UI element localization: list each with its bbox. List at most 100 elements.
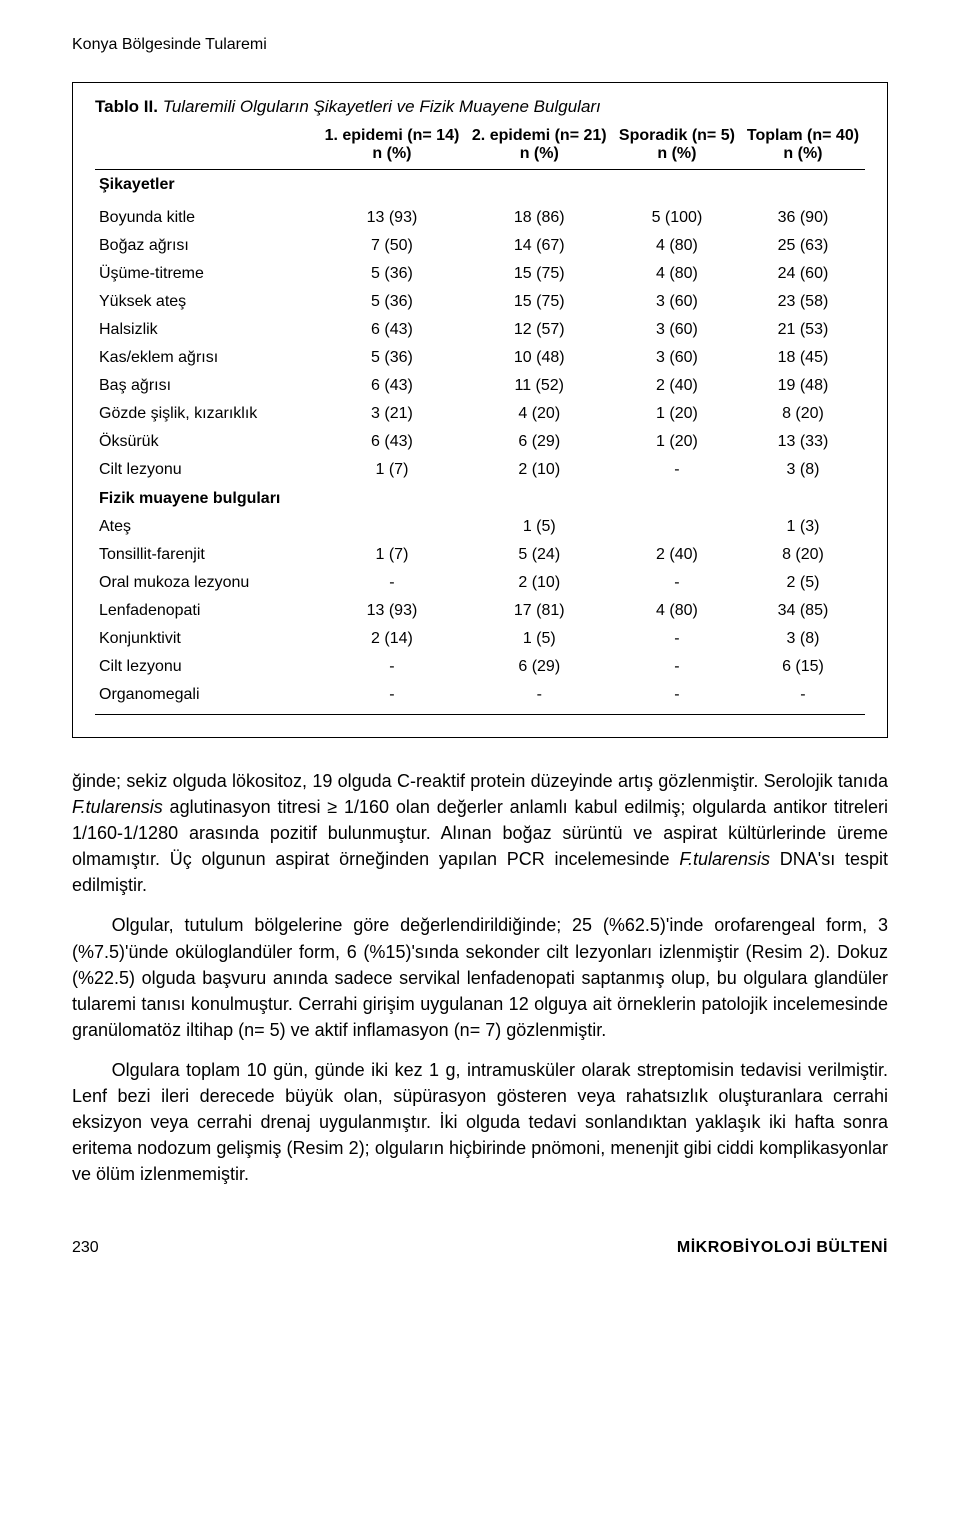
table-title: Tularemili Olguların Şikayetleri ve Fizi… <box>163 97 601 116</box>
col-1-top: 1. epidemi (n= 14) <box>318 127 465 145</box>
cell: 1 (3) <box>741 513 865 541</box>
cell: 8 (20) <box>741 541 865 569</box>
cell: 34 (85) <box>741 597 865 625</box>
cell: 25 (63) <box>741 232 865 260</box>
col-2-bot: n (%) <box>466 145 613 170</box>
cell: 19 (48) <box>741 372 865 400</box>
cell: 2 (10) <box>466 569 613 597</box>
cell: - <box>613 456 741 484</box>
row-label: Cilt lezyonu <box>95 653 318 681</box>
cell: 6 (29) <box>466 428 613 456</box>
table-2-box: Tablo II. Tularemili Olguların Şikayetle… <box>72 82 888 738</box>
p1-a: ğinde; sekiz olguda lökositoz, 19 olguda… <box>72 771 888 791</box>
table-row: Organomegali---- <box>95 681 865 715</box>
cell: 1 (7) <box>318 541 465 569</box>
cell: 2 (14) <box>318 625 465 653</box>
row-label: Halsizlik <box>95 316 318 344</box>
cell: 2 (5) <box>741 569 865 597</box>
table-row: Konjunktivit2 (14)1 (5)-3 (8) <box>95 625 865 653</box>
table-row: Üşüme-titreme5 (36)15 (75)4 (80)24 (60) <box>95 260 865 288</box>
cell: 6 (43) <box>318 428 465 456</box>
cell: 1 (7) <box>318 456 465 484</box>
cell: 1 (5) <box>466 513 613 541</box>
section-label: Şikayetler <box>95 170 865 200</box>
p1-italic-2: F.tularensis <box>679 849 770 869</box>
cell: - <box>318 681 465 715</box>
cell: 1 (20) <box>613 428 741 456</box>
col-label-2 <box>95 145 318 170</box>
cell: 14 (67) <box>466 232 613 260</box>
cell: 4 (80) <box>613 597 741 625</box>
cell: 15 (75) <box>466 260 613 288</box>
cell: 21 (53) <box>741 316 865 344</box>
row-label: Ateş <box>95 513 318 541</box>
col-3-top: Sporadik (n= 5) <box>613 127 741 145</box>
table-number: Tablo II. <box>95 97 158 116</box>
table-row: Boğaz ağrısı7 (50)14 (67)4 (80)25 (63) <box>95 232 865 260</box>
cell: 5 (36) <box>318 344 465 372</box>
table-row: Ateş 1 (5) 1 (3) <box>95 513 865 541</box>
cell: 4 (80) <box>613 260 741 288</box>
row-label: Organomegali <box>95 681 318 715</box>
section-label: Fizik muayene bulguları <box>95 484 865 513</box>
journal-name: MİKROBİYOLOJİ BÜLTENİ <box>677 1239 888 1257</box>
cell: - <box>741 681 865 715</box>
section-row: Fizik muayene bulguları <box>95 484 865 513</box>
cell: 2 (10) <box>466 456 613 484</box>
cell: 13 (93) <box>318 199 465 232</box>
cell: 6 (43) <box>318 316 465 344</box>
cell: 36 (90) <box>741 199 865 232</box>
cell: 6 (43) <box>318 372 465 400</box>
cell: 12 (57) <box>466 316 613 344</box>
cell: 17 (81) <box>466 597 613 625</box>
section-row: Şikayetler <box>95 170 865 200</box>
cell: - <box>613 653 741 681</box>
cell: - <box>318 569 465 597</box>
paragraph-3: Olgulara toplam 10 gün, günde iki kez 1 … <box>72 1057 888 1187</box>
cell: 24 (60) <box>741 260 865 288</box>
cell: 2 (40) <box>613 541 741 569</box>
cell: 3 (8) <box>741 625 865 653</box>
table-2: 1. epidemi (n= 14) 2. epidemi (n= 21) Sp… <box>95 127 865 715</box>
table-row: Boyunda kitle13 (93)18 (86)5 (100)36 (90… <box>95 199 865 232</box>
cell <box>318 513 465 541</box>
cell: 18 (86) <box>466 199 613 232</box>
col-1-bot: n (%) <box>318 145 465 170</box>
cell: 11 (52) <box>466 372 613 400</box>
cell: 23 (58) <box>741 288 865 316</box>
p1-italic-1: F.tularensis <box>72 797 163 817</box>
row-label: Gözde şişlik, kızarıklık <box>95 400 318 428</box>
table-row: Gözde şişlik, kızarıklık3 (21)4 (20)1 (2… <box>95 400 865 428</box>
cell <box>613 513 741 541</box>
cell: 5 (36) <box>318 260 465 288</box>
cell: 15 (75) <box>466 288 613 316</box>
cell: 8 (20) <box>741 400 865 428</box>
paragraph-1: ğinde; sekiz olguda lökositoz, 19 olguda… <box>72 768 888 898</box>
cell: 2 (40) <box>613 372 741 400</box>
col-label <box>95 127 318 145</box>
table-row: Kas/eklem ağrısı5 (36)10 (48)3 (60)18 (4… <box>95 344 865 372</box>
cell: 18 (45) <box>741 344 865 372</box>
row-label: Üşüme-titreme <box>95 260 318 288</box>
row-label: Baş ağrısı <box>95 372 318 400</box>
row-label: Yüksek ateş <box>95 288 318 316</box>
table-row: Tonsillit-farenjit1 (7)5 (24)2 (40)8 (20… <box>95 541 865 569</box>
row-label: Oral mukoza lezyonu <box>95 569 318 597</box>
row-label: Öksürük <box>95 428 318 456</box>
table-row: Baş ağrısı6 (43)11 (52)2 (40)19 (48) <box>95 372 865 400</box>
row-label: Kas/eklem ağrısı <box>95 344 318 372</box>
cell: 7 (50) <box>318 232 465 260</box>
cell: 5 (24) <box>466 541 613 569</box>
cell: 3 (60) <box>613 288 741 316</box>
cell: - <box>466 681 613 715</box>
col-4-bot: n (%) <box>741 145 865 170</box>
row-label: Tonsillit-farenjit <box>95 541 318 569</box>
col-4-top: Toplam (n= 40) <box>741 127 865 145</box>
row-label: Boyunda kitle <box>95 199 318 232</box>
col-3-bot: n (%) <box>613 145 741 170</box>
table-caption: Tablo II. Tularemili Olguların Şikayetle… <box>95 97 865 117</box>
cell: 6 (29) <box>466 653 613 681</box>
row-label: Cilt lezyonu <box>95 456 318 484</box>
cell: 5 (100) <box>613 199 741 232</box>
row-label: Boğaz ağrısı <box>95 232 318 260</box>
